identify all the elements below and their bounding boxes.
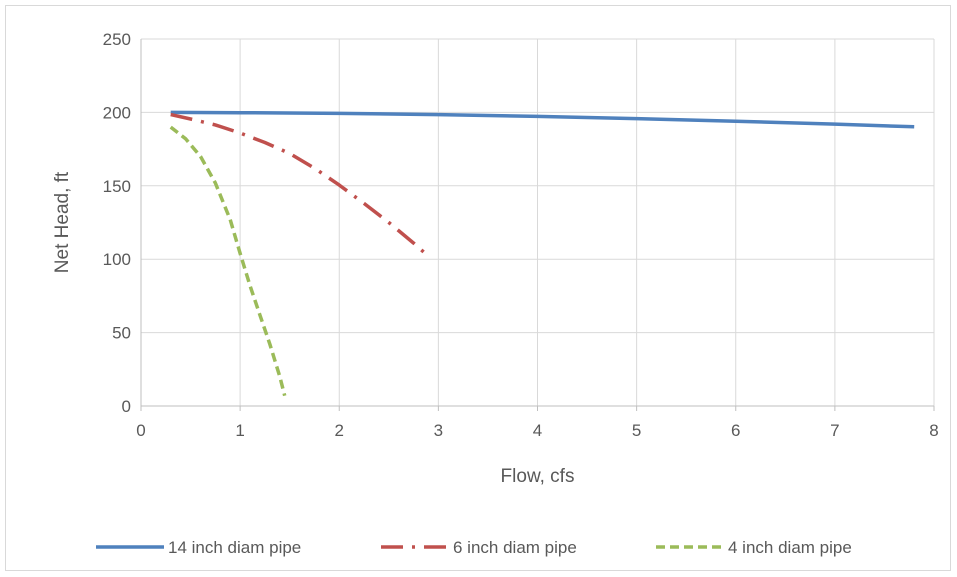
- legend-label-3: 4 inch diam pipe: [728, 538, 852, 557]
- series-line-2: [170, 112, 430, 258]
- x-tick-label: 0: [136, 421, 145, 440]
- legend-label-2: 6 inch diam pipe: [453, 538, 577, 557]
- y-tick-label: 250: [103, 30, 131, 49]
- y-tick-label: 0: [122, 397, 131, 416]
- series-lines: [169, 110, 915, 397]
- series-line-1: [170, 110, 915, 129]
- x-tick-label: 6: [731, 421, 740, 440]
- chart-area: 0 50 100 150 200 250 0 1 2 3 4 5 6 7 8 Flow, cfs Net H…: [5, 5, 951, 571]
- axes: [140, 39, 935, 411]
- chart-svg: 0 50 100 150 200 250 0 1 2 3 4 5 6 7 8 Flow, cfs Net H…: [52, 30, 939, 557]
- y-tick-label: 50: [112, 324, 131, 343]
- x-tick-label: 1: [235, 421, 244, 440]
- x-tick-label: 4: [533, 421, 542, 440]
- x-tick-label: 3: [434, 421, 443, 440]
- x-axis-title: Flow, cfs: [501, 466, 575, 487]
- legend-label-1: 14 inch diam pipe: [168, 538, 301, 557]
- y-tick-label: 200: [103, 103, 131, 122]
- x-tick-label: 7: [830, 421, 839, 440]
- y-axis-title: Net Head, ft: [52, 171, 73, 273]
- y-tick-label: 100: [103, 250, 131, 269]
- x-tick-label: 8: [929, 421, 938, 440]
- x-tick-label: 2: [335, 421, 344, 440]
- legend: 14 inch diam pipe 6 inch diam pipe 4 inch …: [96, 538, 852, 557]
- y-tick-label: 150: [103, 177, 131, 196]
- x-tick-label: 5: [632, 421, 641, 440]
- series-line-3: [169, 125, 287, 397]
- grid-lines: [141, 38, 935, 406]
- tick-labels: 0 50 100 150 200 250 0 1 2 3 4 5 6 7 8: [103, 30, 939, 440]
